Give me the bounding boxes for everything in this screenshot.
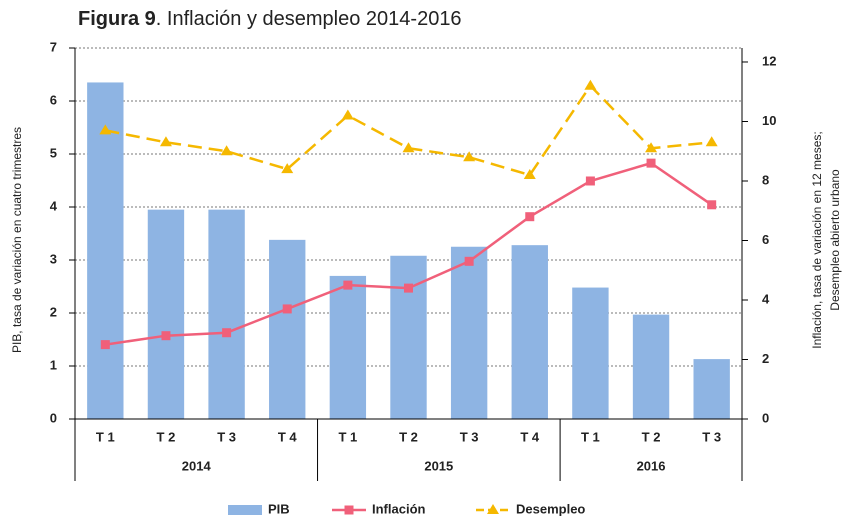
marker xyxy=(584,79,597,90)
marker xyxy=(705,136,718,147)
bar xyxy=(329,275,367,419)
bar xyxy=(269,239,306,419)
chart-title: Figura 9. Inflación y desempleo 2014-201… xyxy=(78,8,462,30)
legend-marker xyxy=(344,505,354,515)
x-tick-label: T 3 xyxy=(217,429,236,444)
group-label: 2016 xyxy=(637,458,666,473)
marker xyxy=(281,163,294,174)
marker xyxy=(404,283,413,293)
y-tick-label: 5 xyxy=(50,145,57,160)
x-tick-label: T 3 xyxy=(460,429,479,444)
legend-marker xyxy=(487,504,499,514)
marker xyxy=(100,340,110,350)
marker xyxy=(343,280,353,290)
marker xyxy=(646,158,656,168)
marker xyxy=(464,256,474,266)
group-label: 2014 xyxy=(182,458,212,473)
group-label: 2015 xyxy=(424,458,453,473)
x-tick-label: T 4 xyxy=(520,429,540,444)
bar xyxy=(450,246,488,419)
y-tick-label: 7 xyxy=(50,39,57,54)
x-tick-label: T 2 xyxy=(157,429,176,444)
marker xyxy=(463,151,476,162)
x-tick-label: T 3 xyxy=(702,429,721,444)
y2-tick-label: 10 xyxy=(762,113,776,128)
legend-swatch xyxy=(228,505,262,515)
y2-tick-label: 0 xyxy=(762,410,769,425)
y2-tick-label: 8 xyxy=(762,172,769,187)
marker xyxy=(159,136,172,147)
y-tick-label: 6 xyxy=(50,92,57,107)
marker xyxy=(585,176,595,186)
y2-axis-label: Inflación, tasa de variación en 12 meses… xyxy=(810,131,824,348)
bar xyxy=(572,287,609,419)
x-tick-label: T 2 xyxy=(642,429,661,444)
marker xyxy=(282,304,292,314)
y2-tick-label: 4 xyxy=(762,291,770,306)
marker xyxy=(523,169,536,180)
bar xyxy=(693,359,730,419)
marker xyxy=(525,212,535,222)
title-number: Figura 9 xyxy=(78,8,156,30)
x-tick-label: T 1 xyxy=(581,429,600,444)
y2-tick-label: 12 xyxy=(762,53,776,68)
marker xyxy=(161,331,171,341)
y2-axis-label: Desempleo abierto urbano xyxy=(828,169,842,311)
y-tick-label: 1 xyxy=(50,357,57,372)
y-tick-label: 0 xyxy=(50,410,57,425)
y2-tick-label: 2 xyxy=(762,351,769,366)
x-tick-label: T 2 xyxy=(399,429,418,444)
y-tick-label: 3 xyxy=(50,251,57,266)
y-tick-label: 2 xyxy=(50,304,57,319)
bar xyxy=(390,255,427,419)
y2-tick-label: 6 xyxy=(762,232,769,247)
marker xyxy=(222,328,232,338)
legend-label: PIB xyxy=(268,501,290,516)
marker xyxy=(99,124,112,135)
marker xyxy=(645,142,658,153)
bar xyxy=(511,245,548,419)
x-tick-label: T 1 xyxy=(338,429,357,444)
y-axis-label: PIB, tasa de variación en cuatro trimest… xyxy=(10,127,24,353)
title-text: . Inflación y desempleo 2014-2016 xyxy=(156,8,462,30)
bar xyxy=(632,314,670,419)
marker xyxy=(707,200,717,210)
y-tick-label: 4 xyxy=(50,198,58,213)
line-series xyxy=(105,83,712,177)
legend-label: Desempleo xyxy=(516,501,585,516)
bar xyxy=(87,82,124,419)
x-tick-label: T 4 xyxy=(278,429,298,444)
marker xyxy=(220,145,233,156)
marker xyxy=(341,109,354,120)
bar xyxy=(147,209,185,419)
bar xyxy=(208,209,245,419)
legend-label: Inflación xyxy=(372,501,426,516)
x-tick-label: T 1 xyxy=(96,429,115,444)
marker xyxy=(402,142,415,153)
